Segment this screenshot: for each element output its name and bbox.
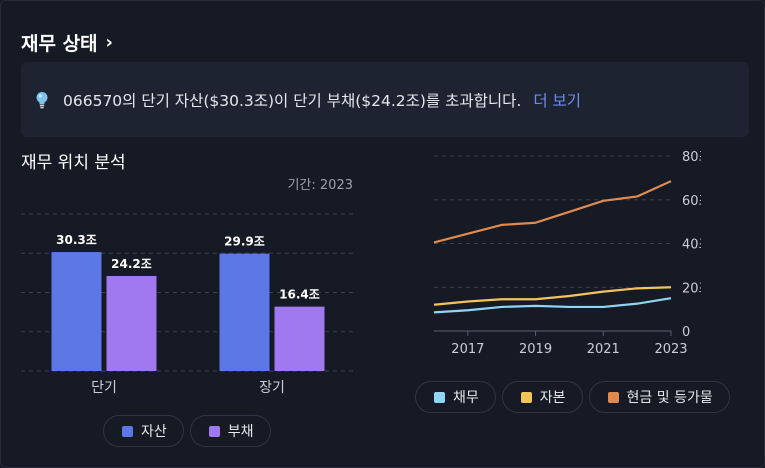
bar-asset-1 [219, 253, 270, 371]
legend-liability[interactable]: 부채 [189, 415, 271, 447]
legend-asset[interactable]: 자산 [103, 415, 184, 447]
bar-legend: 자산 부채 [103, 415, 271, 447]
see-more-link[interactable]: 더 보기 [533, 91, 582, 110]
legend-equity-label: 자본 [539, 390, 566, 406]
line-legend: 채무 자본 현금 및 등가물 [415, 381, 730, 413]
bar-data-label: 29.9조 [224, 235, 265, 249]
bar-liability-0 [106, 276, 157, 371]
chevron-right-icon: › [105, 32, 113, 53]
bar-liability-1 [274, 306, 325, 371]
legend-liability-label: 부채 [227, 424, 254, 440]
legend-debt-swatch [434, 391, 445, 403]
section-header[interactable]: 재무 상태 › [21, 29, 113, 56]
x-tick-label: 2017 [451, 342, 484, 357]
legend-equity-swatch [520, 391, 532, 403]
legend-cash-swatch [607, 391, 619, 403]
bar-asset-0 [51, 252, 102, 371]
bar-data-label: 16.4조 [279, 288, 320, 302]
line-cash [433, 180, 672, 244]
line-debt [433, 297, 672, 314]
lightbulb-icon [36, 91, 48, 108]
section-title: 재무 상태 [21, 33, 98, 55]
insight-message: 066570의 단기 자산($30.3조)이 단기 부채($24.2조)를 초과… [63, 91, 522, 110]
insight-banner: 066570의 단기 자산($30.3조)이 단기 부채($24.2조)를 초과… [21, 62, 749, 137]
legend-liability-swatch [208, 425, 220, 437]
bar-category-label: 단기 [91, 380, 117, 396]
legend-debt[interactable]: 채무 [415, 381, 496, 413]
y-tick-label: 40조 [682, 238, 701, 253]
position-analysis-title: 재무 위치 분석 [21, 153, 126, 173]
y-tick-label: 20조 [682, 281, 701, 296]
y-tick-label: 80조 [682, 150, 701, 165]
y-tick-label: 60조 [682, 194, 701, 209]
legend-asset-swatch [122, 425, 133, 437]
legend-asset-label: 자산 [141, 424, 167, 440]
legend-cash[interactable]: 현금 및 등가물 [588, 381, 730, 413]
legend-debt-label: 채무 [453, 390, 479, 406]
line-chart: 0 20조 40조 60조 80조 2017 2019 2021 2023 [433, 150, 701, 357]
x-tick-label: 2019 [519, 342, 552, 357]
bar-category-label: 장기 [259, 380, 285, 396]
period-label: 기간: 2023 [287, 178, 353, 193]
x-tick-label: 2023 [654, 342, 687, 357]
legend-cash-label: 현금 및 등가물 [626, 390, 713, 406]
bar-data-label: 24.2조 [111, 257, 152, 271]
line-equity [433, 286, 672, 306]
x-tick-label: 2021 [587, 342, 620, 357]
y-tick-label: 0 [682, 325, 690, 340]
legend-equity[interactable]: 자본 [501, 381, 583, 413]
bar-data-label: 30.3조 [56, 233, 97, 247]
